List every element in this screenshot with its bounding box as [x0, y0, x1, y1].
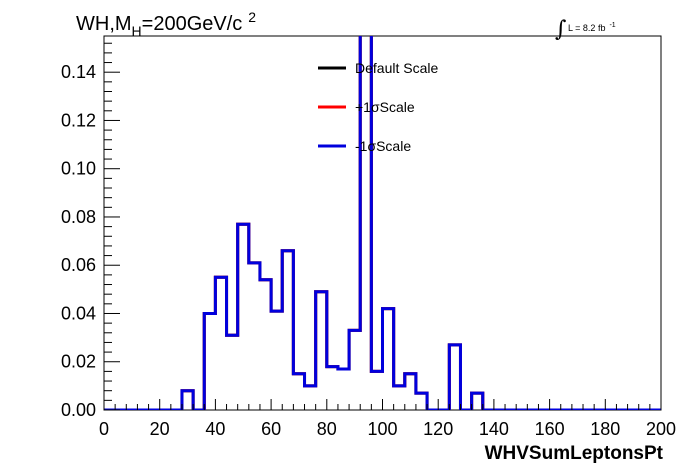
series-line — [104, 36, 661, 410]
y-tick-label: 0.10 — [61, 159, 96, 179]
x-axis-label: WHVSumLeptonsPt — [485, 443, 664, 464]
y-axis: 0.00 0.02 0.04 0.06 0.08 0.10 0.12 0.14 — [61, 42, 120, 420]
x-tick-label: 120 — [423, 419, 453, 439]
x-tick-label: 0 — [99, 419, 109, 439]
y-tick-label: 0.08 — [61, 207, 96, 227]
x-tick-label: 40 — [205, 419, 225, 439]
legend: Default Scale +1σScale -1σScale — [318, 60, 438, 154]
chart-title: WH,MH=200GeV/c 2 — [76, 9, 256, 39]
x-tick-label: 20 — [150, 419, 170, 439]
legend-label: -1σScale — [355, 138, 411, 154]
legend-label: Default Scale — [355, 60, 438, 76]
x-tick-label: 80 — [317, 419, 337, 439]
x-tick-label: 60 — [261, 419, 281, 439]
x-tick-label: 140 — [479, 419, 509, 439]
y-tick-label: 0.00 — [61, 400, 96, 420]
y-tick-label: 0.02 — [61, 352, 96, 372]
luminosity-label: ∫ L = 8.2 fb -1 — [555, 17, 616, 42]
series-layer — [104, 36, 661, 410]
legend-label: +1σScale — [355, 99, 415, 115]
y-tick-label: 0.06 — [61, 255, 96, 275]
x-tick-label: 160 — [535, 419, 565, 439]
x-tick-label: 200 — [646, 419, 676, 439]
x-tick-label: 100 — [367, 419, 397, 439]
luminosity-text: L = 8.2 fb -1 — [568, 22, 616, 33]
x-tick-label: 180 — [590, 419, 620, 439]
y-tick-label: 0.12 — [61, 110, 96, 130]
y-tick-label: 0.04 — [61, 303, 96, 323]
integral-symbol: ∫ — [555, 17, 567, 42]
x-axis: 0 20 40 60 80 100 120 140 160 180 200 — [99, 399, 676, 439]
y-tick-label: 0.14 — [61, 62, 96, 82]
